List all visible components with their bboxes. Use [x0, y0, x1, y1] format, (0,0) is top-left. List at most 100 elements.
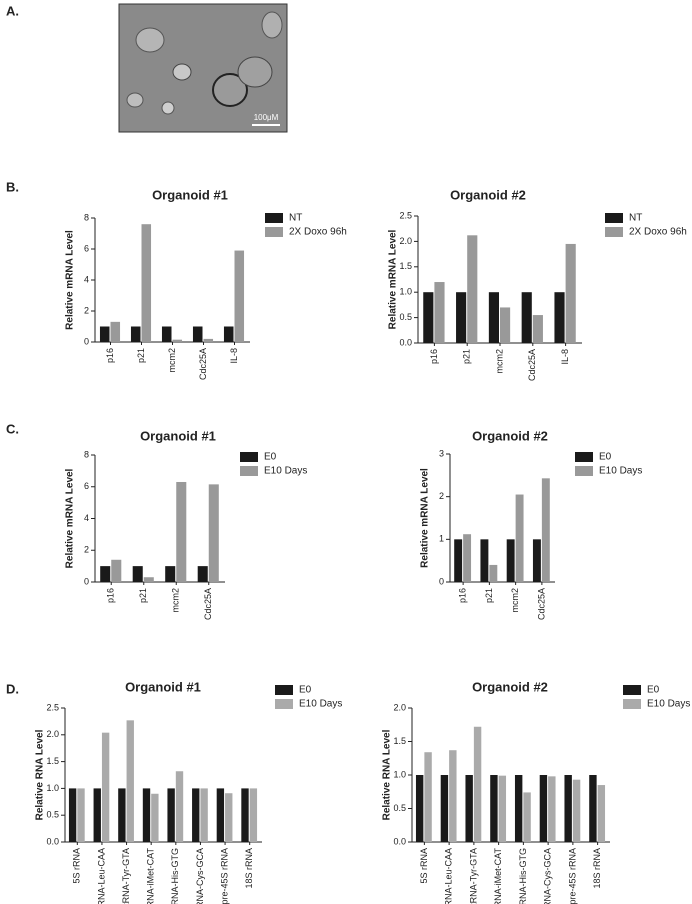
bar — [192, 788, 200, 842]
chart-title: Organoid #2 — [472, 428, 548, 443]
bar — [208, 484, 219, 582]
y-tick-label: 0.0 — [399, 337, 412, 347]
x-tick-label: tRNA-Tyr-GTA — [468, 848, 478, 904]
bar — [467, 235, 478, 343]
y-tick-label: 0.5 — [399, 312, 412, 322]
x-tick-label: Cdc25A — [203, 588, 213, 620]
bar — [498, 775, 507, 842]
y-tick-label: 2.5 — [46, 702, 59, 712]
x-tick-label: tRNA-iMet-CAT — [493, 848, 503, 904]
x-tick-label: tRNA-iMet-CAT — [146, 848, 156, 904]
bar — [192, 326, 203, 342]
x-tick-label: p21 — [462, 349, 472, 364]
y-axis-label: Relative RNA Level — [35, 729, 46, 820]
bar — [423, 292, 434, 343]
bar — [176, 481, 187, 582]
bar — [424, 752, 432, 842]
legend-label: E0 — [647, 685, 660, 696]
chart-title: Organoid #1 — [152, 187, 228, 202]
bar — [554, 292, 565, 343]
bar — [506, 539, 515, 582]
legend-swatch — [265, 227, 283, 237]
bar — [203, 338, 214, 342]
x-tick-label: IL-8 — [560, 349, 570, 365]
x-tick-label: 5S rRNA — [419, 848, 429, 884]
bar — [440, 775, 449, 842]
legend-swatch — [265, 213, 283, 223]
y-tick-label: 4 — [84, 274, 89, 284]
x-tick-label: mcm2 — [167, 348, 177, 373]
bar — [172, 339, 183, 342]
y-tick-label: 1.5 — [46, 756, 59, 766]
bar — [523, 792, 531, 842]
bar — [142, 788, 151, 842]
x-tick-label: p21 — [484, 588, 494, 603]
y-tick-label: 1.0 — [393, 769, 406, 779]
bar — [572, 779, 581, 842]
bar — [200, 788, 208, 842]
bar — [93, 788, 101, 842]
bar — [126, 720, 134, 842]
legend-label: NT — [629, 213, 642, 224]
legend-swatch — [605, 213, 623, 223]
bar — [143, 577, 154, 582]
x-tick-label: tRNA-His-GTG — [170, 848, 180, 904]
y-tick-label: 2.0 — [393, 702, 406, 712]
x-tick-label: tRNA-Cys-GCA — [195, 848, 205, 904]
x-tick-label: tRNA-Leu-CAA — [96, 848, 106, 904]
x-tick-label: tRNA-His-GTG — [518, 848, 528, 904]
y-tick-label: 0.5 — [393, 803, 406, 813]
x-tick-label: p16 — [458, 588, 468, 603]
x-tick-label: Cdc25A — [536, 588, 546, 620]
y-tick-label: 2 — [84, 305, 89, 315]
x-tick-label: 18S rRNA — [244, 848, 254, 889]
x-tick-label: tRNA-Tyr-GTA — [121, 848, 131, 904]
x-tick-label: pre-45S rRNA — [219, 848, 229, 904]
chart-title: Organoid #1 — [140, 428, 216, 443]
y-tick-label: 6 — [84, 243, 89, 253]
bar — [165, 566, 176, 582]
x-tick-label: mcm2 — [171, 588, 181, 613]
x-tick-label: p16 — [106, 588, 116, 603]
y-tick-label: 6 — [84, 481, 89, 491]
bar — [225, 793, 233, 842]
y-tick-label: 1 — [439, 534, 444, 544]
bar — [216, 788, 225, 842]
panel-label: B. — [6, 179, 19, 194]
scale-bar-label: 100μM — [254, 113, 279, 122]
x-tick-label: Cdc25A — [198, 348, 208, 380]
legend-label: E10 Days — [299, 699, 342, 710]
y-tick-label: 2.0 — [399, 236, 412, 246]
y-tick-label: 1.5 — [399, 261, 412, 271]
y-axis-label: Relative mRNA Level — [65, 230, 76, 330]
bar — [521, 292, 532, 343]
chart-title: Organoid #1 — [125, 679, 201, 694]
legend-label: 2X Doxo 96h — [629, 227, 687, 238]
bar — [68, 788, 77, 842]
bar — [118, 788, 126, 842]
legend-label: NT — [289, 213, 302, 224]
bar — [132, 566, 143, 582]
x-tick-label: IL-8 — [229, 348, 239, 364]
legend-label: E0 — [264, 452, 277, 463]
bar — [488, 292, 499, 343]
legend-swatch — [575, 452, 593, 462]
y-axis-label: Relative RNA Level — [382, 729, 393, 820]
y-tick-label: 0 — [84, 576, 89, 586]
bar — [100, 566, 111, 582]
bar — [539, 775, 548, 842]
y-tick-label: 0.0 — [393, 836, 406, 846]
chart-title: Organoid #2 — [472, 679, 548, 694]
bar — [415, 775, 424, 842]
legend-label: 2X Doxo 96h — [289, 227, 347, 238]
legend-swatch — [275, 699, 293, 709]
x-tick-label: p21 — [138, 588, 148, 603]
bar — [473, 726, 482, 842]
bar — [480, 539, 489, 582]
bar — [241, 788, 249, 842]
legend-swatch — [623, 699, 641, 709]
bar — [99, 326, 110, 342]
legend-swatch — [575, 466, 593, 476]
legend-swatch — [240, 452, 258, 462]
